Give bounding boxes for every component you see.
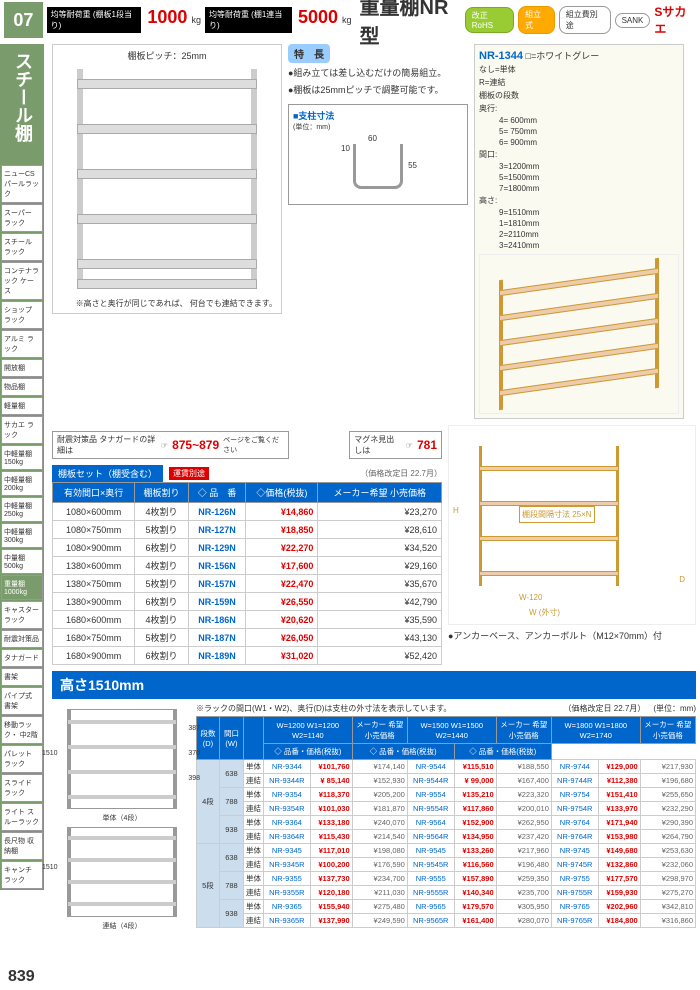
table-row: 1080×900mm6枚割りNR-129N¥22,270¥34,520 [53, 539, 442, 557]
table-row: 連結NR-9344R¥ 85,140¥152,930NR-9544R¥ 99,0… [197, 774, 696, 788]
ref-2: マグネ見出しは☞781 [349, 431, 442, 459]
table-row: 5段638単体NR-9345¥117,010¥198,080NR-9545¥13… [197, 844, 696, 858]
sidebar-item[interactable]: タナガード [1, 649, 43, 667]
sidebar-item[interactable]: 書架 [1, 668, 43, 686]
sidebar-item[interactable]: 長尺物 収納棚 [1, 832, 43, 860]
table-row: 788単体NR-9354¥118,370¥205,200NR-9554¥135,… [197, 788, 696, 802]
table-row: 788単体NR-9355¥137,730¥234,700NR-9555¥157,… [197, 872, 696, 886]
sidebar-item[interactable]: コンテナラック ケース [1, 262, 43, 300]
table-row: 1680×900mm6枚割りNR-189N¥31,020¥52,420 [53, 647, 442, 665]
table-row: 1380×900mm6枚割りNR-159N¥26,550¥42,790 [53, 593, 442, 611]
table-row: 938単体NR-9364¥133,180¥240,070NR-9564¥152,… [197, 816, 696, 830]
table-row: 1680×750mm5枚割りNR-187N¥26,050¥43,130 [53, 629, 442, 647]
badges: 改正RoHS 組立式 組立費別途 SANK Sサカエ [465, 3, 696, 37]
ref-1: 耐震対策品 タナガードの詳細は☞875~879ページをご覧ください [52, 431, 289, 459]
sidebar-item[interactable]: 物品棚 [1, 378, 43, 396]
badge-assembly: 組立式 [518, 6, 555, 34]
price-table: 段数 (D)間口 (W)W=1200 W1=1200 W2=1140メーカー 希… [196, 716, 696, 928]
spec-box: NR-1344 □=ホワイトグレー なし=単体R=連結棚板の段数奥行:4= 60… [474, 44, 684, 419]
sidebar-item[interactable]: サカエ ラック [1, 416, 43, 444]
header: 07 均等耐荷重 (棚板1段当り) 1000kg 均等耐荷重 (棚1連当り) 5… [0, 0, 700, 40]
table-row: 1380×600mm4枚割りNR-156N¥17,600¥29,160 [53, 557, 442, 575]
sidebar-item[interactable]: 軽量棚 [1, 397, 43, 415]
table-row: 連結NR-9364R¥115,430¥214,540NR-9564R¥134,9… [197, 830, 696, 844]
pitch-label: 棚板ピッチ：25mm [127, 49, 206, 62]
section-tab: 07 [4, 2, 43, 38]
sidebar-title: スチール棚 [0, 44, 46, 164]
table1-caption: 棚板セット（棚受含む） [52, 465, 163, 482]
sidebar-item[interactable]: 移動ラック・ 中2階 [1, 716, 43, 744]
sidebar-item[interactable]: アルミ ラック [1, 330, 43, 358]
sidebar-item[interactable]: パレット ラック [1, 745, 43, 773]
sidebar-item[interactable]: 耐震対策品 [1, 630, 43, 648]
capacity-1: 均等耐荷重 (棚板1段当り) 1000kg [47, 7, 201, 33]
sidebar-item[interactable]: ライト スルーラック [1, 803, 43, 831]
product-title: 重量棚NR型 [360, 0, 465, 49]
product-image: 棚板ピッチ：25mm ※高さと奥行が同じであれば、 何台でも連結できます。 [52, 44, 282, 314]
dim-diagram-small: 387 370 398 1510 単体（4段） 1510 連結（4段） [52, 703, 192, 933]
brand-logo: Sサカエ [654, 3, 696, 37]
sidebar-item[interactable]: スーパー ラック [1, 204, 43, 232]
feature-item: ●組み立ては差し込むだけの簡易組立。 [288, 67, 468, 80]
sidebar-item[interactable]: スライド ラック [1, 774, 43, 802]
assembly-diagram [479, 254, 679, 414]
table-row: 連結NR-9354R¥101,030¥181,870NR-9554R¥117,8… [197, 802, 696, 816]
capacity-2: 均等耐荷重 (棚1連当り) 5000kg [205, 7, 352, 33]
sidebar-item[interactable]: 中軽量棚 200kg [1, 471, 43, 496]
sidebar-item[interactable]: ショップ ラック [1, 301, 43, 329]
main-content: 棚板ピッチ：25mm ※高さと奥行が同じであれば、 何台でも連結できます。 特 … [48, 40, 700, 937]
sidebar-item[interactable]: 中軽量棚 300kg [1, 523, 43, 548]
table-row: 連結NR-9345R¥100,200¥176,590NR-9545R¥116,5… [197, 858, 696, 872]
badge-fee: 組立費別途 [559, 6, 611, 34]
shelf-set-table: 有効間口×奥行棚板割り◇ 品 番◇価格(税抜)メーカー希望 小売価格1080×6… [52, 482, 442, 665]
sidebar-item[interactable]: キャンチ ラック [1, 861, 43, 889]
sidebar-item[interactable]: 中軽量棚 150kg [1, 445, 43, 470]
sidebar-item[interactable]: 中軽量棚 250kg [1, 497, 43, 522]
table-row: 1380×750mm5枚割りNR-157N¥22,470¥35,670 [53, 575, 442, 593]
sidebar: スチール棚 ニューCS パールラックスーパー ラックスチール ラックコンテナラッ… [0, 44, 44, 890]
image-note: ※高さと奥行が同じであれば、 何台でも連結できます。 [76, 298, 277, 309]
sidebar-item[interactable]: 中量棚 500kg [1, 549, 43, 574]
table-row: 938単体NR-9365¥155,940¥275,480NR-9565¥179,… [197, 900, 696, 914]
feature-item: ●棚板は25mmピッチで調整可能です。 [288, 84, 468, 97]
page-number: 839 [8, 968, 35, 986]
sidebar-item[interactable]: キャスター ラック [1, 601, 43, 629]
pillar-spec: ■支柱寸法 (単位：mm) 60 55 10 [288, 104, 468, 205]
model-number: NR-1344 [479, 50, 523, 62]
sidebar-item[interactable]: スチール ラック [1, 233, 43, 261]
table-row: 連結NR-9355R¥120,180¥211,030NR-9555R¥140,3… [197, 886, 696, 900]
table-row: 4段638単体NR-9344¥101,760¥174,140NR-9544¥11… [197, 760, 696, 774]
sidebar-item[interactable]: パイプ式 書架 [1, 687, 43, 715]
features-title: 特 長 [288, 44, 330, 63]
table-row: 1680×600mm4枚割りNR-186N¥20,620¥35,590 [53, 611, 442, 629]
badge-rohs: 改正RoHS [465, 7, 514, 33]
dimension-diagram: 棚段間隔寸法 25×N H W-120 W (外寸) D ●アンカーベース、アン… [448, 425, 696, 665]
badge-sank: SANK [615, 13, 651, 28]
sidebar-item[interactable]: 重量棚 1000kg [1, 575, 43, 600]
table-row: 1080×600mm4枚割りNR-126N¥14,860¥23,270 [53, 503, 442, 521]
features-box: 特 長 ●組み立ては差し込むだけの簡易組立。 ●棚板は25mmピッチで調整可能です… [288, 44, 468, 419]
sidebar-item[interactable]: ニューCS パールラック [1, 165, 43, 203]
table-row: 1080×750mm5枚割りNR-127N¥18,850¥28,610 [53, 521, 442, 539]
reference-bar: 耐震対策品 タナガードの詳細は☞875~879ページをご覧ください マグネ見出し… [52, 431, 442, 459]
table-row: 連結NR-9365R¥137,990¥249,590NR-9565R¥161,4… [197, 914, 696, 928]
section2-header: 高さ1510mm [52, 671, 696, 699]
sidebar-item[interactable]: 開放棚 [1, 359, 43, 377]
